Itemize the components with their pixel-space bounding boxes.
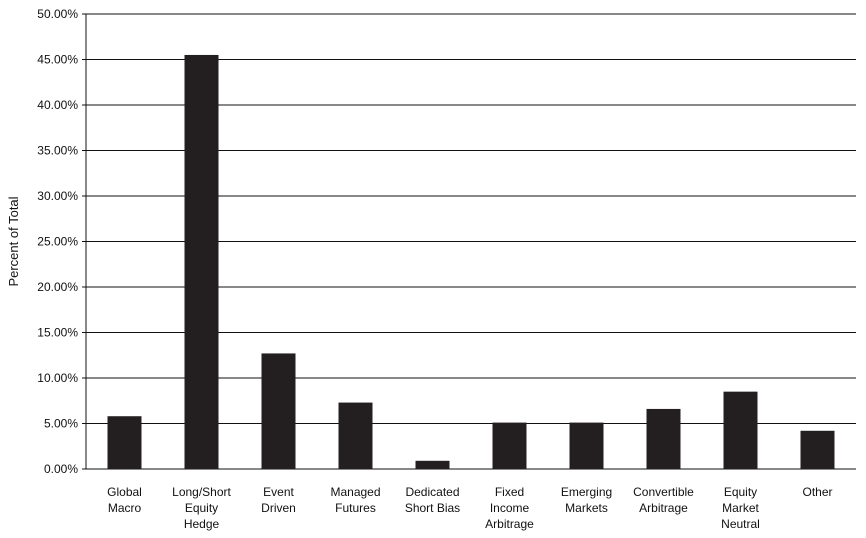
x-category-label-line: Income — [490, 501, 530, 515]
x-category-label-line: Macro — [108, 501, 142, 515]
x-category-label-line: Driven — [261, 501, 296, 515]
x-category-label: Event Driven — [261, 485, 296, 515]
bar — [415, 460, 450, 469]
x-category-label-line: Markets — [565, 501, 608, 515]
x-category-label: Dedicated Short Bias — [405, 485, 460, 515]
bar — [184, 54, 219, 469]
y-tick-label: 25.00% — [37, 235, 78, 249]
x-category-label-line: Fixed — [495, 485, 524, 499]
x-category-label-line: Futures — [335, 501, 376, 515]
x-category-label-line: Managed — [330, 485, 380, 499]
bar — [492, 422, 527, 469]
x-category-label-line: Short Bias — [405, 501, 460, 515]
x-category-label: Other — [802, 485, 832, 499]
y-tick-label: 40.00% — [37, 98, 78, 112]
y-tick-label: 20.00% — [37, 280, 78, 294]
x-category-label-line: Hedge — [184, 517, 220, 531]
y-tick-label: 10.00% — [37, 371, 78, 385]
y-tick-label: 15.00% — [37, 326, 78, 340]
y-axis-title: Percent of Total — [6, 196, 21, 286]
x-category-label: Managed Futures — [330, 485, 380, 515]
x-category-label: Equity Market Neutral — [721, 485, 760, 531]
y-tick-label: 5.00% — [44, 417, 78, 431]
x-category-label-line: Long/Short — [172, 485, 231, 499]
x-category-label-line: Arbitrage — [485, 517, 534, 531]
y-tick-label: 45.00% — [37, 53, 78, 67]
y-tick-label: 30.00% — [37, 189, 78, 203]
x-category-label: Global Macro — [107, 485, 142, 515]
bar — [261, 353, 296, 469]
bar — [646, 408, 681, 469]
y-tick-label: 50.00% — [37, 7, 78, 21]
x-category-label-line: Emerging — [561, 485, 612, 499]
x-category-label-line: Arbitrage — [639, 501, 688, 515]
x-category-label-line: Equity — [185, 501, 218, 515]
bar — [107, 416, 142, 469]
x-category-label: Convertible Arbitrage — [633, 485, 694, 515]
x-category-label-line: Event — [263, 485, 294, 499]
y-tick-label: 0.00% — [44, 462, 78, 476]
x-category-label: Fixed Income Arbitrage — [485, 485, 534, 531]
x-category-label-line: Other — [802, 485, 832, 499]
y-tick-label: 35.00% — [37, 144, 78, 158]
x-category-label-line: Neutral — [721, 517, 760, 531]
bar — [723, 391, 758, 469]
x-axis-labels: Global Macro Long/Short Equity Hedge Event Dri… — [107, 485, 832, 531]
x-category-label-line: Equity — [724, 485, 757, 499]
y-axis-ticks: 0.00% 5.00% 10.00% 15.00% 20.00% 25.00% 30.00%… — [37, 7, 78, 476]
bars — [107, 54, 835, 469]
x-category-label-line: Convertible — [633, 485, 694, 499]
bar — [569, 422, 604, 469]
x-category-label: Emerging Markets — [561, 485, 612, 515]
x-category-label-line: Market — [722, 501, 759, 515]
x-category-label-line: Dedicated — [405, 485, 459, 499]
x-category-label: Long/Short Equity Hedge — [172, 485, 231, 531]
bar — [338, 402, 373, 469]
x-category-label-line: Global — [107, 485, 142, 499]
bar — [800, 430, 835, 469]
